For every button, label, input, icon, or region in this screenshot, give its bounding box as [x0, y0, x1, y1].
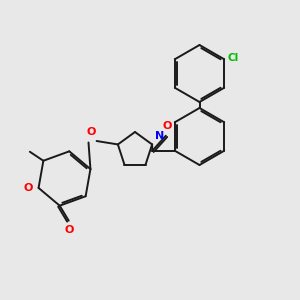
Text: O: O: [24, 183, 33, 193]
Text: N: N: [155, 131, 164, 141]
Text: Cl: Cl: [227, 53, 238, 63]
Text: O: O: [163, 121, 172, 131]
Text: O: O: [64, 225, 74, 235]
Text: O: O: [87, 127, 96, 136]
